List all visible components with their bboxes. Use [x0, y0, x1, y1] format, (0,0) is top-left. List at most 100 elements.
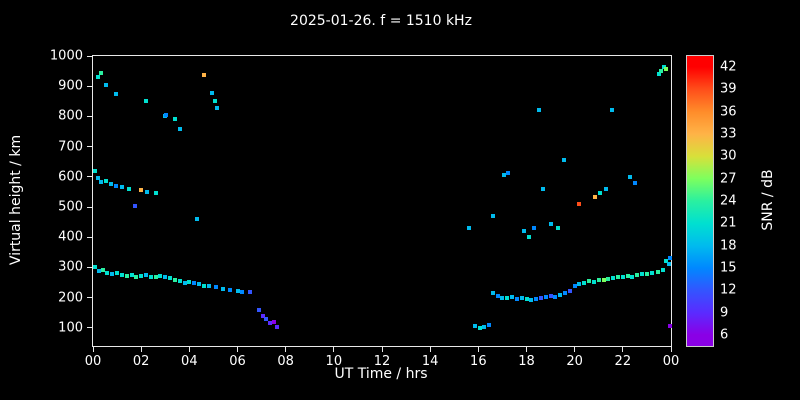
x-tick-mark	[670, 346, 672, 352]
data-point	[194, 217, 199, 222]
data-point	[264, 317, 269, 322]
data-point	[99, 70, 104, 75]
y-tick-label: 800	[58, 108, 83, 124]
y-tick-label: 600	[58, 169, 83, 185]
data-point	[660, 268, 665, 273]
y-tick-label: 900	[58, 78, 83, 94]
data-point	[158, 274, 163, 279]
data-point	[601, 278, 606, 283]
data-point	[506, 171, 511, 176]
data-point	[145, 189, 150, 194]
y-tick-mark	[87, 55, 93, 57]
data-point	[555, 226, 560, 231]
data-point	[609, 108, 614, 113]
data-point	[95, 176, 100, 181]
data-point	[201, 72, 206, 77]
data-point	[611, 276, 616, 281]
data-point	[109, 182, 114, 187]
data-point	[240, 290, 245, 295]
data-point	[275, 324, 280, 329]
x-tick-mark	[92, 346, 94, 352]
x-tick-label: 06	[229, 354, 246, 369]
data-point	[522, 229, 527, 234]
y-tick-label: 100	[58, 320, 83, 336]
data-point	[664, 67, 669, 72]
data-point	[531, 225, 536, 230]
data-point	[228, 287, 233, 292]
data-point	[572, 283, 577, 288]
data-point	[625, 273, 630, 278]
data-point	[105, 270, 110, 275]
data-point	[260, 313, 265, 318]
data-point	[656, 72, 661, 77]
data-point	[659, 68, 664, 73]
data-point	[635, 273, 640, 277]
data-point	[490, 214, 495, 219]
data-point	[99, 180, 104, 185]
y-tick-label: 700	[58, 139, 83, 155]
data-point	[127, 186, 132, 191]
data-point	[543, 295, 548, 300]
colorbar-tick-label: 6	[720, 327, 729, 343]
x-tick-label: 00	[84, 354, 102, 369]
data-point	[133, 203, 138, 208]
colorbar-tick-label: 21	[720, 215, 737, 231]
data-point	[247, 289, 252, 294]
data-point	[139, 188, 144, 193]
data-point	[177, 126, 182, 131]
data-point	[655, 269, 660, 274]
data-point	[524, 297, 529, 302]
y-tick-mark	[87, 176, 93, 178]
x-tick-mark	[140, 346, 142, 352]
data-point	[148, 274, 153, 279]
data-point	[215, 105, 220, 110]
data-point	[495, 293, 500, 298]
data-point	[667, 256, 672, 261]
y-tick-mark	[87, 266, 93, 268]
chart-title: 2025-01-26. f = 1510 kHz	[290, 13, 472, 29]
data-point	[529, 298, 534, 303]
data-point	[487, 323, 492, 328]
x-tick-mark	[285, 346, 287, 352]
x-tick-label: 08	[277, 354, 294, 369]
data-point	[129, 273, 134, 278]
data-point	[593, 195, 598, 200]
data-point	[177, 279, 182, 284]
data-point	[563, 291, 568, 296]
y-tick-label: 300	[58, 259, 83, 275]
data-point	[510, 295, 515, 300]
data-point	[163, 274, 168, 279]
data-point	[501, 173, 506, 178]
x-tick-mark	[477, 346, 479, 352]
colorbar: 6 9 12 15 18 21 24 27 30 33 36 39 42	[686, 55, 737, 347]
x-tick-label: 20	[566, 354, 583, 369]
data-point	[477, 325, 482, 330]
x-tick-mark	[429, 346, 431, 352]
data-point	[172, 278, 177, 283]
y-tick-mark	[87, 85, 93, 87]
data-point	[212, 98, 217, 103]
x-tick-mark	[622, 346, 624, 352]
data-point	[201, 283, 206, 288]
data-point	[582, 280, 587, 285]
data-point	[666, 261, 671, 266]
data-point	[235, 289, 240, 294]
data-point	[591, 280, 596, 285]
y-tick-mark	[87, 206, 93, 208]
data-point	[172, 116, 177, 121]
colorbar-tick-label: 30	[720, 148, 737, 164]
colorbar-tick-label: 33	[720, 126, 737, 142]
data-point	[558, 292, 563, 297]
x-tick-label: 18	[518, 354, 535, 369]
data-point	[664, 258, 669, 263]
data-point	[632, 180, 637, 185]
data-point	[667, 324, 672, 329]
data-point	[536, 108, 541, 113]
data-point	[514, 296, 519, 301]
data-point	[268, 321, 272, 326]
colorbar-tick-label: 27	[720, 171, 737, 187]
data-point	[596, 277, 601, 282]
data-point	[616, 275, 621, 280]
y-tick-label: 500	[58, 199, 83, 215]
colorbar-tick-label: 24	[720, 193, 737, 209]
